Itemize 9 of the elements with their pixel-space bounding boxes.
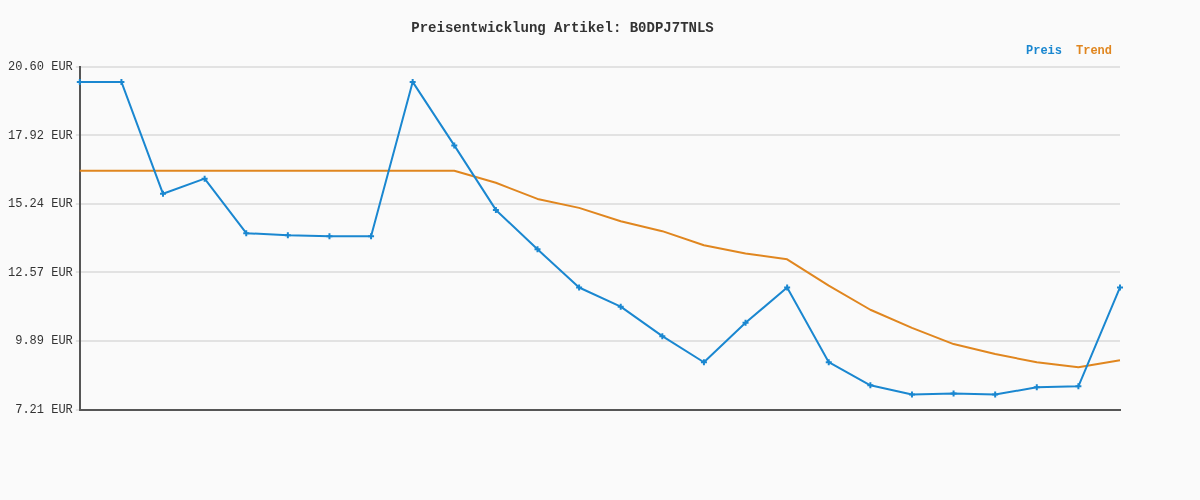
y-tick-label: 12.57 EUR: [8, 265, 73, 280]
chart-title: Preisentwicklung Artikel: B0DPJ7TNLS: [411, 19, 714, 36]
y-tick-label: 9.89 EUR: [15, 334, 73, 349]
y-tick-label: 17.92 EUR: [8, 128, 73, 143]
y-tick-label: 15.24 EUR: [8, 197, 73, 212]
text: Trend: [1075, 43, 1113, 58]
y-tick-label: 7.21 EUR: [15, 402, 73, 417]
text: Preis: [1025, 43, 1062, 58]
y-tick-label: 20.60 EUR: [8, 59, 73, 74]
